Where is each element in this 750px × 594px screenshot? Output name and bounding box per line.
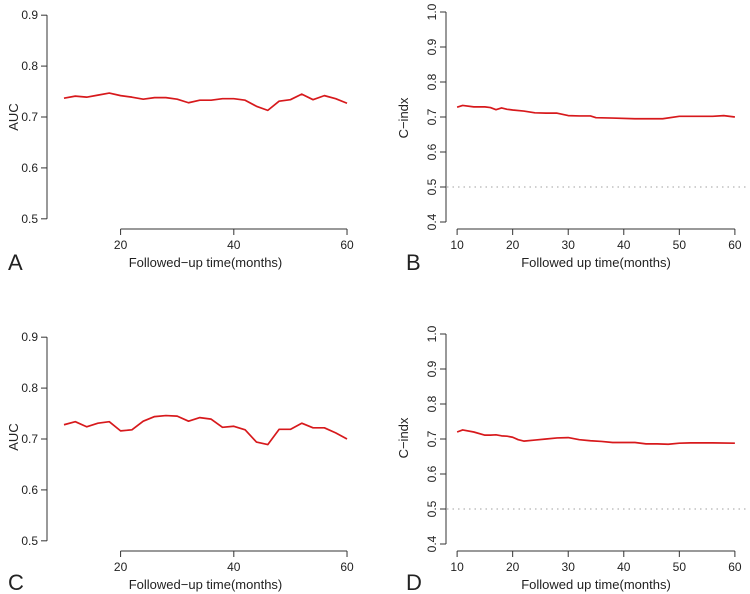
y-axis-title: C−indx xyxy=(396,417,411,458)
y-tick-label: 0.6 xyxy=(21,161,38,175)
panel-a: 0.5 0.6 0.7 0.8 0.9 20 40 60 Followed−up time(mo… xyxy=(6,8,354,275)
y-tick-label: 0.9 xyxy=(425,38,439,55)
x-tick-label: 10 xyxy=(450,238,464,252)
y-tick-label: 0.5 xyxy=(21,534,38,548)
series-line-auc xyxy=(63,92,348,112)
y-tick-label: 0.7 xyxy=(21,110,38,124)
x-tick-label: 40 xyxy=(227,238,241,252)
x-tick-label: 60 xyxy=(340,238,354,252)
y-tick-label: 0.6 xyxy=(425,143,439,160)
y-tick-label: 0.7 xyxy=(425,108,439,125)
y-tick-label: 0.4 xyxy=(425,213,439,230)
x-axis-title: Followed−up time(months) xyxy=(129,255,283,270)
panel-d: 0.4 0.5 0.6 0.7 0.8 0.9 1.0 10 20 30 40 50 60 Followe… xyxy=(396,325,746,594)
y-tick-label: 0.6 xyxy=(21,483,38,497)
x-tick-label: 20 xyxy=(114,560,128,574)
x-axis-title: Followed up time(months) xyxy=(521,577,671,592)
y-tick-label: 0.6 xyxy=(425,465,439,482)
series-line-auc xyxy=(63,414,348,446)
panel-letter: D xyxy=(406,570,422,594)
x-tick-label: 40 xyxy=(227,560,241,574)
x-tick-label: 40 xyxy=(617,560,631,574)
x-tick-label: 60 xyxy=(728,560,742,574)
panel-c: 0.5 0.6 0.7 0.8 0.9 20 40 60 Followed−up time(mo… xyxy=(6,330,354,594)
y-tick-label: 0.8 xyxy=(21,59,38,73)
y-tick-label: 0.5 xyxy=(425,178,439,195)
series-line-c-index xyxy=(456,429,735,446)
y-tick-label: 0.8 xyxy=(425,73,439,90)
y-tick-label: 0.5 xyxy=(425,500,439,517)
y-axis-title: C−indx xyxy=(396,97,411,138)
x-tick-label: 50 xyxy=(673,560,687,574)
y-tick-label: 0.8 xyxy=(21,381,38,395)
x-tick-label: 30 xyxy=(562,238,576,252)
y-tick-label: 0.9 xyxy=(21,330,38,344)
y-axis-title: AUC xyxy=(6,423,21,450)
panel-letter: A xyxy=(8,250,23,275)
panel-letter: C xyxy=(8,570,24,594)
x-axis-title: Followed−up time(months) xyxy=(129,577,283,592)
panel-letter: B xyxy=(406,250,421,275)
x-tick-label: 60 xyxy=(340,560,354,574)
x-tick-label: 10 xyxy=(450,560,464,574)
y-tick-label: 0.7 xyxy=(21,432,38,446)
y-tick-label: 0.5 xyxy=(21,212,38,226)
x-tick-label: 20 xyxy=(506,560,520,574)
y-tick-label: 0.7 xyxy=(425,430,439,447)
x-tick-label: 20 xyxy=(506,238,520,252)
x-tick-label: 50 xyxy=(673,238,687,252)
x-tick-label: 30 xyxy=(562,560,576,574)
x-tick-label: 20 xyxy=(114,238,128,252)
y-tick-label: 0.9 xyxy=(21,8,38,22)
x-tick-label: 40 xyxy=(617,238,631,252)
y-axis-title: AUC xyxy=(6,103,21,130)
y-tick-label: 0.8 xyxy=(425,395,439,412)
x-axis-title: Followed up time(months) xyxy=(521,255,671,270)
y-tick-label: 1.0 xyxy=(425,3,439,20)
y-tick-label: 1.0 xyxy=(425,325,439,342)
panel-b: 0.4 0.5 0.6 0.7 0.8 0.9 1.0 10 20 30 40 50 60 Followe… xyxy=(396,3,746,275)
y-tick-label: 0.9 xyxy=(425,360,439,377)
x-tick-label: 60 xyxy=(728,238,742,252)
series-line-c-index xyxy=(456,104,735,120)
y-tick-label: 0.4 xyxy=(425,535,439,552)
